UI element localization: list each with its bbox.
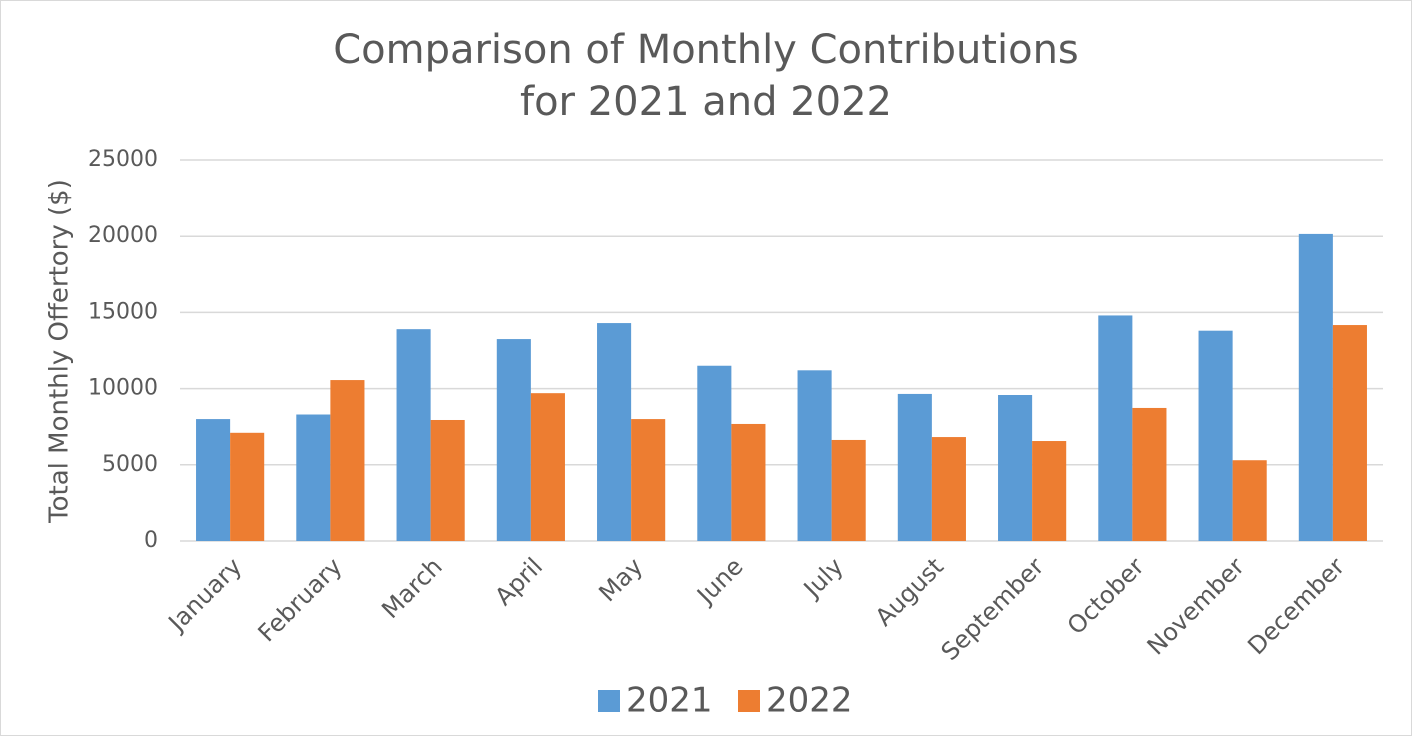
bar <box>831 439 866 541</box>
legend-swatch <box>738 690 760 712</box>
bar <box>731 423 766 541</box>
bar <box>797 370 832 541</box>
bar <box>931 437 966 541</box>
bar <box>631 419 666 541</box>
bar <box>697 365 732 541</box>
bar <box>396 329 431 541</box>
bar <box>1298 233 1333 541</box>
bar <box>1098 315 1133 541</box>
bar <box>230 432 265 541</box>
legend-swatch <box>598 690 620 712</box>
bar <box>1132 407 1167 541</box>
bar <box>1198 330 1233 541</box>
bar <box>1232 460 1267 541</box>
bar <box>430 419 465 541</box>
bar <box>597 323 632 541</box>
chart-title: for 2021 and 2022 <box>520 79 892 125</box>
y-tick-label: 20000 <box>88 223 158 248</box>
y-tick-label: 0 <box>144 528 158 553</box>
bar <box>330 380 365 541</box>
bar <box>998 395 1033 541</box>
y-tick-label: 15000 <box>88 299 158 324</box>
bar <box>1032 441 1067 541</box>
y-tick-label: 5000 <box>102 452 158 477</box>
bar <box>196 419 231 541</box>
legend-label: 2022 <box>766 681 853 721</box>
bar <box>897 393 932 541</box>
bar <box>496 339 531 541</box>
chart-title: Comparison of Monthly Contributions <box>333 27 1079 73</box>
y-tick-label: 25000 <box>88 147 158 172</box>
bar <box>1332 325 1367 541</box>
bar <box>530 393 565 541</box>
bar <box>296 414 331 541</box>
legend-label: 2021 <box>626 681 713 721</box>
y-tick-label: 10000 <box>88 376 158 401</box>
y-axis-label: Total Monthly Offertory ($) <box>45 179 75 524</box>
